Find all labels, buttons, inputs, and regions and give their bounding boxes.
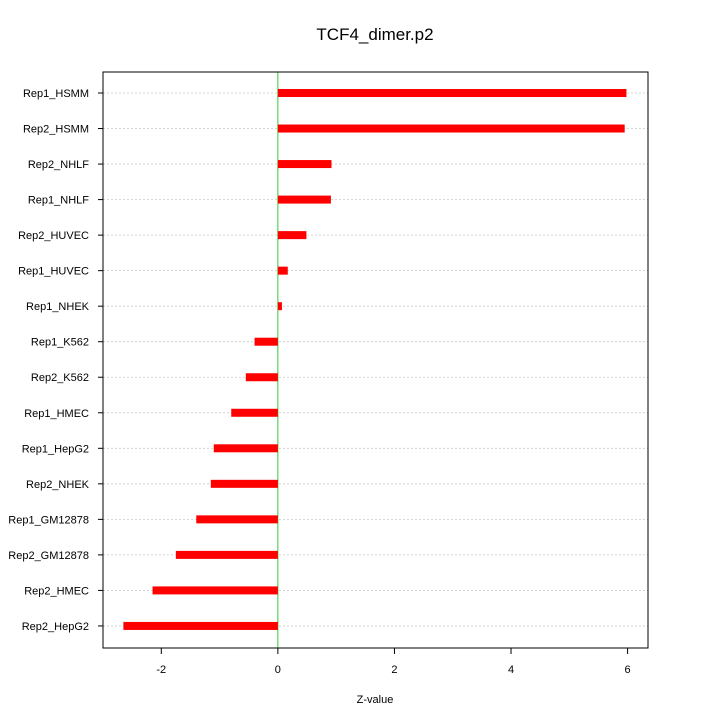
x-axis-label: Z-value [357, 694, 394, 706]
bars [123, 89, 627, 630]
y-tick-label: Rep1_HSMM [23, 88, 89, 100]
bar-Rep2_HSMM [277, 124, 625, 133]
x-tick-label: 4 [508, 664, 514, 676]
bar-Rep2_HUVEC [277, 231, 307, 240]
x-tick-label: 0 [275, 664, 281, 676]
bar-Rep1_GM12878 [196, 515, 278, 524]
y-tick-label: Rep1_HUVEC [18, 266, 89, 278]
y-tick-label: Rep1_HMEC [24, 408, 89, 420]
bar-Rep1_NHLF [277, 195, 331, 204]
y-tick-label: Rep2_NHLF [28, 159, 89, 171]
x-axis: -2 0 2 4 6 [156, 648, 631, 676]
bar-Rep2_HMEC [152, 586, 278, 595]
y-tick-label: Rep2_HMEC [24, 585, 89, 597]
y-tick-label: Rep2_K562 [31, 372, 89, 384]
bar-Rep1_K562 [254, 337, 278, 346]
bar-Rep2_GM12878 [175, 550, 278, 559]
bar-Rep2_NHEK [210, 479, 278, 488]
y-tick-label: Rep2_HUVEC [18, 230, 89, 242]
y-tick-label: Rep2_GM12878 [8, 550, 89, 562]
y-tick-label: Rep2_HepG2 [22, 621, 89, 633]
bar-Rep2_NHLF [277, 160, 332, 169]
bar-Rep1_HMEC [231, 408, 278, 417]
chart-title: TCF4_dimer.p2 [316, 25, 433, 44]
y-tick-label: Rep1_NHLF [28, 195, 89, 207]
y-tick-label: Rep1_NHEK [26, 301, 90, 313]
bar-Rep1_HSMM [277, 89, 627, 97]
bar-Rep1_HUVEC [277, 266, 288, 275]
y-tick-label: Rep2_NHEK [26, 479, 90, 491]
y-tick-label: Rep2_HSMM [23, 124, 89, 136]
grid-lines [103, 92, 648, 627]
y-axis: Rep1_HSMM Rep2_HSMM Rep2_NHLF Rep1_NHLF Rep2… [8, 88, 103, 633]
y-tick-label: Rep1_GM12878 [8, 514, 89, 526]
bar-Rep2_HepG2 [123, 621, 278, 630]
x-tick-label: 2 [391, 664, 397, 676]
x-tick-label: 6 [625, 664, 631, 676]
plot-frame [102, 71, 649, 649]
x-tick-label: -2 [156, 664, 166, 676]
bar-Rep1_NHEK [277, 302, 282, 311]
y-tick-label: Rep1_HepG2 [22, 443, 89, 455]
bar-Rep1_HepG2 [213, 444, 278, 453]
y-tick-label: Rep1_K562 [31, 337, 89, 349]
bar-Rep2_K562 [245, 373, 278, 382]
